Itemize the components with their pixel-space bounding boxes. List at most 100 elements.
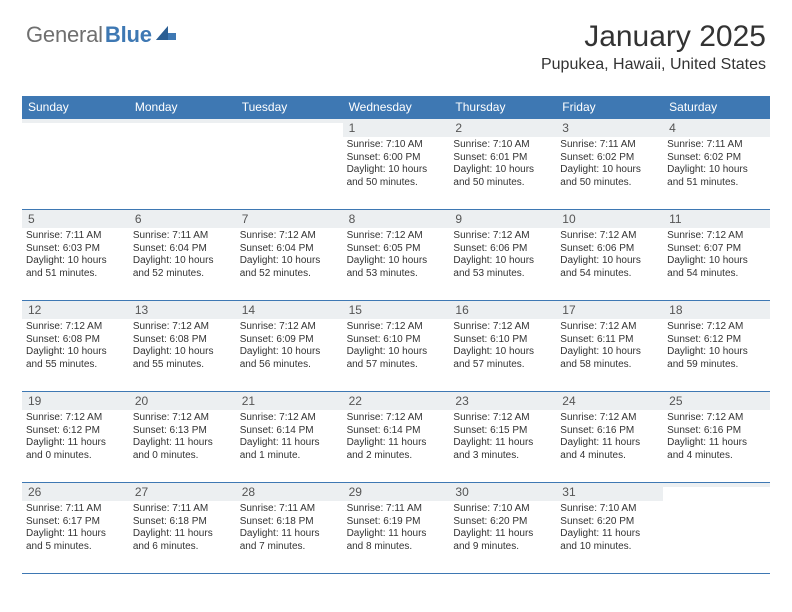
sunset-text: Sunset: 6:09 PM bbox=[240, 334, 339, 347]
day-number: 4 bbox=[669, 121, 764, 135]
day-number-bar: 12 bbox=[22, 301, 129, 319]
day-body bbox=[236, 123, 343, 131]
day-number-bar: 29 bbox=[343, 483, 450, 501]
day-number: 22 bbox=[349, 394, 444, 408]
day-number-bar: 31 bbox=[556, 483, 663, 501]
day-cell: 30Sunrise: 7:10 AMSunset: 6:20 PMDayligh… bbox=[449, 483, 556, 573]
day-number: 31 bbox=[562, 485, 657, 499]
sunset-text: Sunset: 6:03 PM bbox=[26, 243, 125, 256]
daylight-text: Daylight: 11 hours and 10 minutes. bbox=[560, 528, 659, 553]
sunset-text: Sunset: 6:05 PM bbox=[347, 243, 446, 256]
day-cell: 9Sunrise: 7:12 AMSunset: 6:06 PMDaylight… bbox=[449, 210, 556, 300]
day-number: 6 bbox=[135, 212, 230, 226]
day-number: 23 bbox=[455, 394, 550, 408]
day-body: Sunrise: 7:12 AMSunset: 6:04 PMDaylight:… bbox=[236, 228, 343, 286]
day-cell bbox=[663, 483, 770, 573]
day-number-bar: 20 bbox=[129, 392, 236, 410]
sunset-text: Sunset: 6:02 PM bbox=[560, 152, 659, 165]
sunset-text: Sunset: 6:12 PM bbox=[26, 425, 125, 438]
daylight-text: Daylight: 11 hours and 4 minutes. bbox=[667, 437, 766, 462]
sunset-text: Sunset: 6:18 PM bbox=[133, 516, 232, 529]
daylight-text: Daylight: 10 hours and 56 minutes. bbox=[240, 346, 339, 371]
sunset-text: Sunset: 6:07 PM bbox=[667, 243, 766, 256]
brand-logo: General Blue bbox=[26, 22, 176, 48]
sunset-text: Sunset: 6:12 PM bbox=[667, 334, 766, 347]
day-number: 17 bbox=[562, 303, 657, 317]
sunset-text: Sunset: 6:01 PM bbox=[453, 152, 552, 165]
sunrise-text: Sunrise: 7:11 AM bbox=[347, 503, 446, 516]
sunrise-text: Sunrise: 7:12 AM bbox=[240, 412, 339, 425]
daylight-text: Daylight: 10 hours and 52 minutes. bbox=[240, 255, 339, 280]
day-cell: 5Sunrise: 7:11 AMSunset: 6:03 PMDaylight… bbox=[22, 210, 129, 300]
daylight-text: Daylight: 11 hours and 1 minute. bbox=[240, 437, 339, 462]
day-body: Sunrise: 7:10 AMSunset: 6:20 PMDaylight:… bbox=[449, 501, 556, 559]
weekday-header: Friday bbox=[556, 96, 663, 119]
day-number: 20 bbox=[135, 394, 230, 408]
day-body: Sunrise: 7:12 AMSunset: 6:15 PMDaylight:… bbox=[449, 410, 556, 468]
day-body: Sunrise: 7:12 AMSunset: 6:10 PMDaylight:… bbox=[449, 319, 556, 377]
sunset-text: Sunset: 6:04 PM bbox=[240, 243, 339, 256]
day-cell: 26 Sunrise: 7:11 AMSunset: 6:17 PMDayligh… bbox=[22, 483, 129, 573]
day-body: Sunrise: 7:11 AMSunset: 6:17 PMDaylight:… bbox=[22, 501, 129, 559]
day-cell: 23 Sunrise: 7:12 AMSunset: 6:15 PMDayligh… bbox=[449, 392, 556, 482]
sunset-text: Sunset: 6:06 PM bbox=[560, 243, 659, 256]
sunrise-text: Sunrise: 7:12 AM bbox=[667, 412, 766, 425]
sunset-text: Sunset: 6:06 PM bbox=[453, 243, 552, 256]
sunrise-text: Sunrise: 7:11 AM bbox=[133, 503, 232, 516]
day-number: 26 bbox=[28, 485, 123, 499]
sunset-text: Sunset: 6:20 PM bbox=[560, 516, 659, 529]
sunrise-text: Sunrise: 7:12 AM bbox=[26, 412, 125, 425]
daylight-text: Daylight: 11 hours and 9 minutes. bbox=[453, 528, 552, 553]
daylight-text: Daylight: 10 hours and 59 minutes. bbox=[667, 346, 766, 371]
week-row: 19Sunrise: 7:12 AMSunset: 6:12 PMDayligh… bbox=[22, 392, 770, 483]
day-number-bar: 7 bbox=[236, 210, 343, 228]
day-body: Sunrise: 7:10 AMSunset: 6:00 PMDaylight:… bbox=[343, 137, 450, 195]
day-cell: 12Sunrise: 7:12 AMSunset: 6:08 PMDayligh… bbox=[22, 301, 129, 391]
day-number-bar: 13 bbox=[129, 301, 236, 319]
day-body: Sunrise: 7:12 AMSunset: 6:09 PMDaylight:… bbox=[236, 319, 343, 377]
day-body: Sunrise: 7:12 AMSunset: 6:14 PMDaylight:… bbox=[236, 410, 343, 468]
daylight-text: Daylight: 11 hours and 3 minutes. bbox=[453, 437, 552, 462]
day-body: Sunrise: 7:11 AMSunset: 6:02 PMDaylight:… bbox=[663, 137, 770, 195]
day-number-bar: 19 bbox=[22, 392, 129, 410]
day-body: Sunrise: 7:10 AMSunset: 6:20 PMDaylight:… bbox=[556, 501, 663, 559]
day-number: 21 bbox=[242, 394, 337, 408]
day-number: 19 bbox=[28, 394, 123, 408]
day-number: 29 bbox=[349, 485, 444, 499]
sunrise-text: Sunrise: 7:10 AM bbox=[453, 139, 552, 152]
sunset-text: Sunset: 6:10 PM bbox=[453, 334, 552, 347]
sunset-text: Sunset: 6:17 PM bbox=[26, 516, 125, 529]
day-number-bar: 6 bbox=[129, 210, 236, 228]
day-cell: 16Sunrise: 7:12 AMSunset: 6:10 PMDayligh… bbox=[449, 301, 556, 391]
daylight-text: Daylight: 10 hours and 57 minutes. bbox=[453, 346, 552, 371]
daylight-text: Daylight: 10 hours and 55 minutes. bbox=[26, 346, 125, 371]
day-body: Sunrise: 7:12 AMSunset: 6:08 PMDaylight:… bbox=[129, 319, 236, 377]
day-body: Sunrise: 7:12 AMSunset: 6:13 PMDaylight:… bbox=[129, 410, 236, 468]
day-number-bar: 21 bbox=[236, 392, 343, 410]
sunset-text: Sunset: 6:08 PM bbox=[26, 334, 125, 347]
sunrise-text: Sunrise: 7:12 AM bbox=[347, 321, 446, 334]
sunset-text: Sunset: 6:04 PM bbox=[133, 243, 232, 256]
sunset-text: Sunset: 6:15 PM bbox=[453, 425, 552, 438]
sunrise-text: Sunrise: 7:12 AM bbox=[133, 321, 232, 334]
day-body bbox=[663, 487, 770, 495]
sunset-text: Sunset: 6:02 PM bbox=[667, 152, 766, 165]
day-number-bar: 28 bbox=[236, 483, 343, 501]
day-body: Sunrise: 7:12 AMSunset: 6:05 PMDaylight:… bbox=[343, 228, 450, 286]
day-body: Sunrise: 7:12 AMSunset: 6:12 PMDaylight:… bbox=[663, 319, 770, 377]
day-number: 1 bbox=[349, 121, 444, 135]
daylight-text: Daylight: 10 hours and 52 minutes. bbox=[133, 255, 232, 280]
day-cell: 21 Sunrise: 7:12 AMSunset: 6:14 PMDayligh… bbox=[236, 392, 343, 482]
sunrise-text: Sunrise: 7:12 AM bbox=[560, 412, 659, 425]
day-number-bar: 9 bbox=[449, 210, 556, 228]
daylight-text: Daylight: 10 hours and 51 minutes. bbox=[667, 164, 766, 189]
weekday-header: Thursday bbox=[449, 96, 556, 119]
weeks-container: 1 Sunrise: 7:10 AMSunset: 6:00 PMDaylight… bbox=[22, 119, 770, 574]
day-number-bar: 11 bbox=[663, 210, 770, 228]
day-number-bar: 22 bbox=[343, 392, 450, 410]
title-block: January 2025 Pupukea, Hawaii, United Sta… bbox=[541, 20, 766, 74]
day-cell: 1 Sunrise: 7:10 AMSunset: 6:00 PMDaylight… bbox=[343, 119, 450, 209]
day-cell: 2Sunrise: 7:10 AMSunset: 6:01 PMDaylight… bbox=[449, 119, 556, 209]
day-number-bar: 14 bbox=[236, 301, 343, 319]
day-number-bar: 15 bbox=[343, 301, 450, 319]
